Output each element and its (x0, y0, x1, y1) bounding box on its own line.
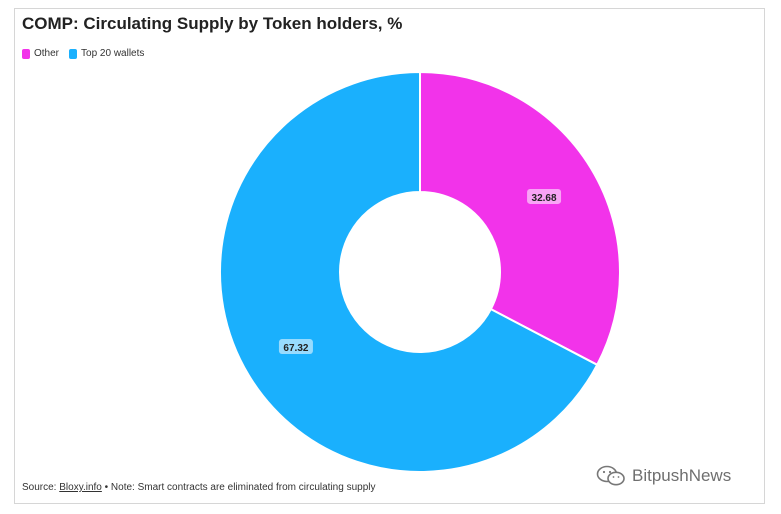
source-prefix: Source: (22, 482, 60, 493)
legend-label-other: Other (34, 48, 60, 59)
source-link[interactable]: Bloxy.info (59, 482, 102, 493)
chart-legend: Other Top 20 wallets (22, 48, 144, 59)
legend-item-top20[interactable]: Top 20 wallets (69, 48, 144, 59)
source-note: Source: Bloxy.info • Note: Smart contrac… (22, 482, 375, 493)
watermark-text: BitpushNews (632, 466, 732, 485)
slice-other[interactable] (419, 70, 621, 367)
slice-label-top-20-wallets: 67.32 (278, 339, 313, 355)
legend-label-top20: Top 20 wallets (81, 48, 145, 59)
chart-title: COMP: Circulating Supply by Token holder… (22, 14, 403, 33)
slice-label-other: 32.68 (527, 188, 562, 204)
legend-item-other[interactable]: Other (22, 48, 59, 59)
slice-label-bg (278, 339, 313, 355)
source-note-text: • Note: Smart contracts are eliminated f… (101, 482, 376, 493)
slice-label-bg (527, 188, 562, 204)
slice-value-text: 67.32 (283, 343, 308, 354)
watermark: BitpushNews (596, 465, 731, 487)
slice-top-20-wallets[interactable] (219, 70, 599, 473)
wechat-icon (596, 465, 625, 486)
legend-swatch-other (22, 48, 30, 59)
slice-value-text: 32.68 (532, 193, 557, 204)
legend-swatch-top20 (69, 48, 78, 59)
